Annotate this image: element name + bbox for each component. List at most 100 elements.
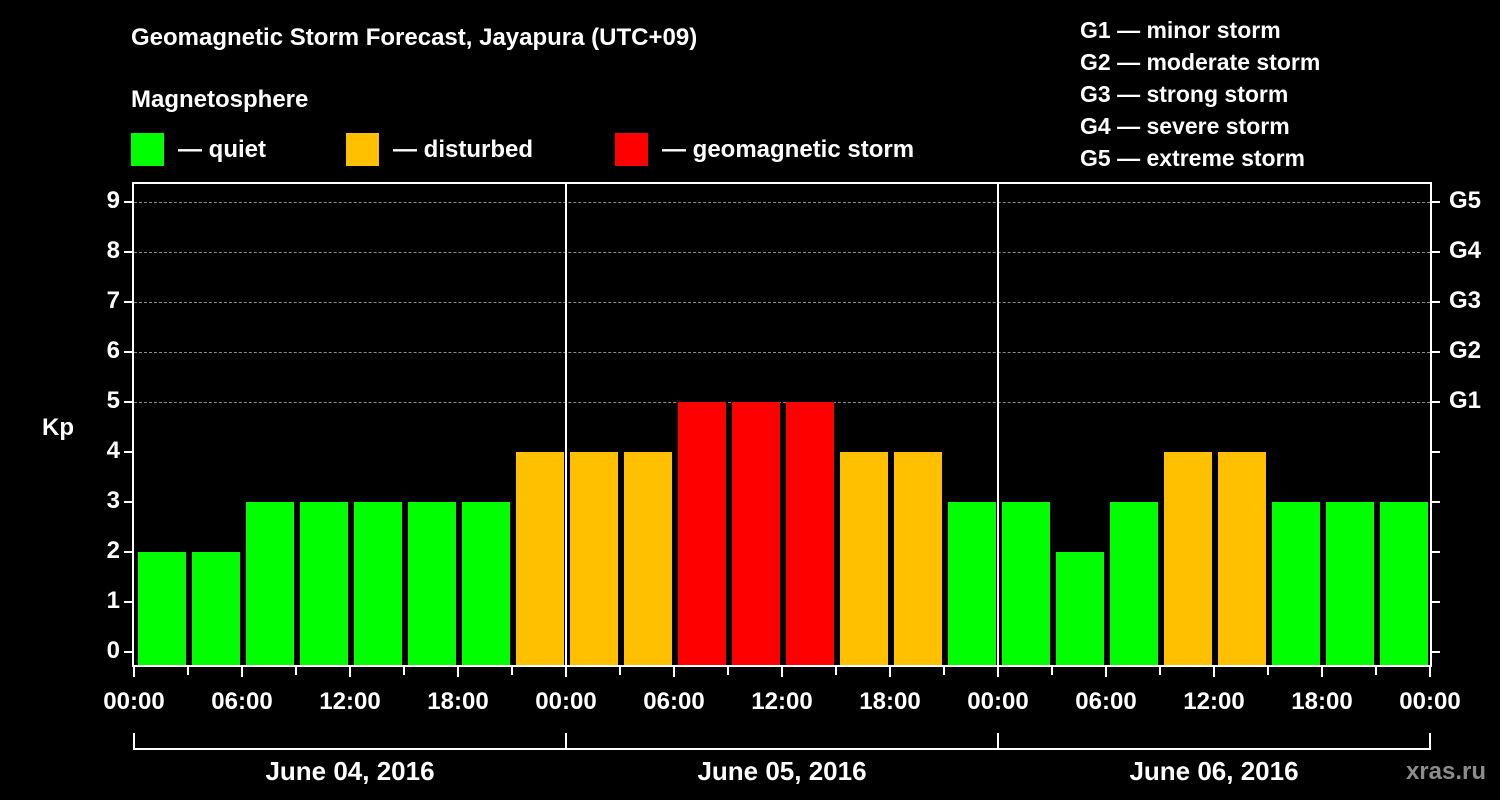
legend-heading: Magnetosphere [131,86,309,113]
g-legend-item: G1 — minor storm [1080,17,1281,43]
g-tick-label: G5 [1449,187,1482,214]
day-label: June 04, 2016 [265,756,435,786]
legend-disturbed: — disturbed [346,133,533,166]
x-tick-label: 12:00 [319,688,381,715]
x-tick-label: 00:00 [967,688,1029,715]
g-legend-item: G3 — strong storm [1080,81,1289,107]
x-tick-label: 00:00 [1399,688,1461,715]
storm-swatch-icon [615,133,648,166]
bar-quiet [246,502,294,667]
y-tick [124,501,132,503]
y-tick-right [1432,651,1440,653]
grid-line [134,202,1430,203]
x-tick [673,667,675,677]
bar-storm [678,402,726,667]
legend-quiet-label: — quiet [178,135,266,163]
bar-quiet [1002,502,1050,667]
y-tick [124,651,132,653]
legend-storm: — geomagnetic storm [615,133,914,166]
x-tick [889,667,891,677]
y-tick-label: 7 [106,287,120,314]
plot-frame [132,182,1432,667]
y-tick [124,451,132,453]
y-tick-right [1432,601,1440,603]
x-tick [457,667,459,677]
bar-quiet [408,502,456,667]
y-tick-right [1432,351,1440,353]
x-tick [1429,667,1431,677]
x-tick [1051,667,1053,675]
y-tick-label: 6 [106,337,120,364]
y-tick-right [1432,551,1440,553]
y-axis-label: Kp [42,414,74,441]
x-tick [835,667,837,675]
grid-line [134,252,1430,253]
y-tick-label: 8 [106,237,120,264]
x-tick [133,667,135,677]
g-tick-label: G4 [1449,237,1482,264]
bar-disturbed [840,452,888,667]
y-tick-right [1432,401,1440,403]
y-tick [124,401,132,403]
x-tick [1267,667,1269,675]
y-tick-label: 9 [106,187,120,214]
g-tick-label: G1 [1449,387,1482,414]
y-tick-right [1432,501,1440,503]
x-tick [1321,667,1323,677]
x-tick [619,667,621,675]
chart-title: Geomagnetic Storm Forecast, Jayapura (UT… [131,24,698,51]
day-label: June 05, 2016 [697,756,867,786]
x-tick-label: 00:00 [103,688,165,715]
bar-disturbed [570,452,618,667]
g-tick-label: G3 [1449,287,1482,314]
bar-quiet [1110,502,1158,667]
watermark: xras.ru [1405,758,1486,785]
bar-quiet [354,502,402,667]
y-tick-label: 3 [106,487,120,514]
disturbed-swatch-icon [346,133,379,166]
bar-disturbed [1218,452,1266,667]
g-legend-item: G4 — severe storm [1080,113,1290,139]
bar-disturbed [894,452,942,667]
day-bracket-tick [997,733,999,750]
y-tick [124,301,132,303]
y-tick-label: 2 [106,537,120,564]
x-tick [511,667,513,675]
g-scale-legend: G1 — minor storm G2 — moderate storm G3 … [1080,14,1320,174]
day-separator [565,182,567,667]
y-tick [124,601,132,603]
legend-quiet: — quiet [131,133,266,166]
x-tick [1213,667,1215,677]
bar-quiet [300,502,348,667]
grid-line [134,352,1430,353]
y-tick-right [1432,301,1440,303]
x-tick [727,667,729,675]
bar-storm [732,402,780,667]
y-tick-label: 1 [106,587,120,614]
y-tick [124,201,132,203]
x-tick [943,667,945,675]
bar-quiet [462,502,510,667]
day-separator [997,182,999,667]
x-tick-label: 12:00 [751,688,813,715]
day-bracket-tick [133,733,135,750]
bar-quiet [1380,502,1428,667]
bar-quiet [1326,502,1374,667]
y-tick-label: 5 [106,387,120,414]
x-tick [187,667,189,675]
bar-quiet [1056,552,1104,667]
x-tick [1105,667,1107,677]
x-tick [403,667,405,675]
grid-line [134,302,1430,303]
legend-storm-label: — geomagnetic storm [662,135,915,163]
g-legend-item: G2 — moderate storm [1080,49,1321,75]
day-label: June 06, 2016 [1129,756,1299,786]
x-tick [781,667,783,677]
y-tick-label: 4 [106,437,120,464]
x-tick [1375,667,1377,675]
g-tick-label: G2 [1449,337,1482,364]
x-tick-label: 06:00 [643,688,705,715]
x-tick-label: 06:00 [211,688,273,715]
y-tick [124,551,132,553]
bar-disturbed [516,452,564,667]
